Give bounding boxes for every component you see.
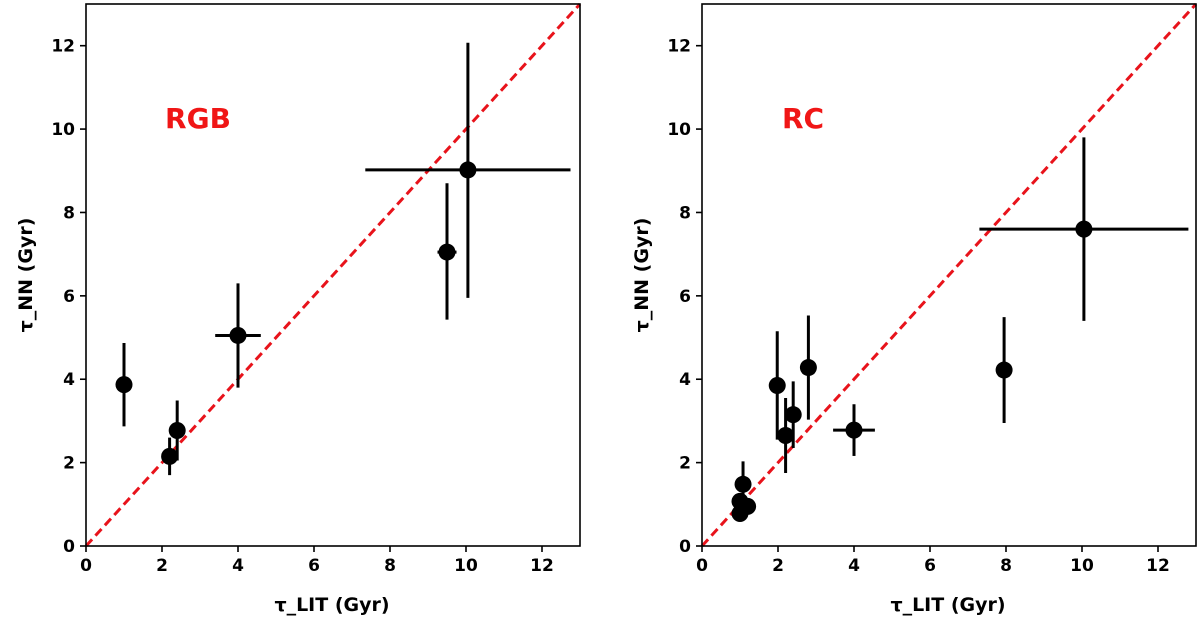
rc-y-tick-label: 12 xyxy=(667,37,691,57)
rc-x-tick-label: 10 xyxy=(1070,556,1094,576)
rgb-x-tick-label: 0 xyxy=(80,556,92,576)
rgb-y-axis-label: τ_NN (Gyr) xyxy=(15,218,37,333)
rc-x-tick-label: 12 xyxy=(1146,556,1170,576)
rc-panel: RC τ_LIT (Gyr) τ_NN (Gyr) 0 2 4 6 8 10 12 0 2 4 6 8… xyxy=(631,2,1198,616)
rgb-one-to-one-line xyxy=(84,2,582,548)
rc-point-marker xyxy=(799,359,817,377)
rc-x-tick-label: 2 xyxy=(772,556,784,576)
rc-point-marker xyxy=(734,475,752,493)
rc-data-point xyxy=(777,397,795,474)
rgb-y-tick-label: 4 xyxy=(63,370,75,390)
rgb-x-tick-label: 2 xyxy=(156,556,168,576)
rgb-panel: RGB τ_LIT (Gyr) τ_NN (Gyr) 0 2 4 6 8 10 12 0 2 4 6… xyxy=(15,2,582,616)
rgb-data-point xyxy=(437,183,457,320)
rc-y-tick-label: 2 xyxy=(679,454,691,474)
rgb-y-tick-label: 2 xyxy=(63,454,75,474)
rc-y-tick-label: 6 xyxy=(679,287,691,307)
rc-x-tick-label: 8 xyxy=(1000,556,1012,576)
rgb-y-tick-label: 0 xyxy=(63,537,75,557)
rgb-x-axis-label: τ_LIT (Gyr) xyxy=(274,594,389,616)
rc-y-tick-label: 8 xyxy=(679,203,691,223)
rc-x-axis-label: τ_LIT (Gyr) xyxy=(890,594,1005,616)
rc-y-axis-label: τ_NN (Gyr) xyxy=(631,218,653,333)
rc-point-marker xyxy=(784,406,802,424)
rc-panel-label: RC xyxy=(782,102,824,135)
rc-data-point xyxy=(995,317,1013,424)
rc-point-marker xyxy=(995,361,1013,379)
rgb-point-marker xyxy=(161,447,179,465)
rgb-point-marker xyxy=(459,161,477,179)
rc-axes-frame xyxy=(701,3,1197,547)
rgb-point-marker xyxy=(115,376,133,394)
rgb-x-tick-label: 4 xyxy=(232,556,244,576)
rgb-point-marker xyxy=(168,422,186,440)
rgb-data-point xyxy=(215,283,261,388)
rgb-data-point xyxy=(168,400,186,461)
rgb-y-tick-label: 10 xyxy=(51,120,75,140)
rc-x-tick-label: 4 xyxy=(848,556,860,576)
rc-data-point xyxy=(833,404,875,456)
rgb-panel-label: RGB xyxy=(165,102,231,135)
rc-x-tick-label: 0 xyxy=(696,556,708,576)
rgb-x-tick-label: 12 xyxy=(530,556,554,576)
rgb-y-tick-label: 12 xyxy=(51,37,75,57)
rgb-y-tick-label: 8 xyxy=(63,203,75,223)
rc-data-point xyxy=(799,315,817,420)
rc-point-marker xyxy=(739,497,757,515)
rc-data-point xyxy=(768,331,786,440)
rc-y-tick-label: 4 xyxy=(679,370,691,390)
rc-point-marker xyxy=(1075,220,1093,238)
rc-y-tick-label: 0 xyxy=(679,537,691,557)
rgb-y-tick-label: 6 xyxy=(63,287,75,307)
rgb-data-point xyxy=(115,342,133,427)
rgb-data-point xyxy=(365,42,571,298)
rc-data-point xyxy=(979,137,1189,321)
rgb-x-tick-label: 6 xyxy=(308,556,320,576)
rc-x-tick-label: 6 xyxy=(924,556,936,576)
rgb-x-tick-label: 8 xyxy=(384,556,396,576)
rgb-axes-frame xyxy=(85,3,581,547)
rc-y-tick-label: 10 xyxy=(667,120,691,140)
rgb-x-tick-label: 10 xyxy=(454,556,478,576)
rc-point-marker xyxy=(768,376,786,394)
rc-data-point xyxy=(784,381,802,449)
rgb-point-marker xyxy=(438,243,456,261)
rgb-point-marker xyxy=(229,326,247,344)
rgb-data-point xyxy=(161,437,179,476)
rc-point-marker xyxy=(777,427,795,445)
rc-data-point xyxy=(739,497,757,515)
rc-point-marker xyxy=(845,421,863,439)
rc-one-to-one-line xyxy=(700,2,1198,548)
